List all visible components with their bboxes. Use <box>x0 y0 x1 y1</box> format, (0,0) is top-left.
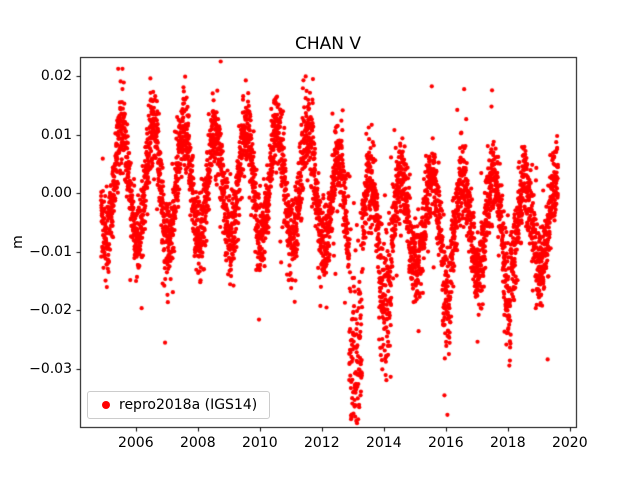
x-tick-label: 2010 <box>241 435 278 451</box>
x-tick-label: 2018 <box>489 435 526 451</box>
legend: repro2018a (IGS14) <box>87 391 271 419</box>
x-tick-label: 2006 <box>117 435 154 451</box>
y-tick-label: −0.03 <box>29 361 72 378</box>
legend-label: repro2018a (IGS14) <box>119 397 258 413</box>
y-tick-label: 0.02 <box>40 68 72 85</box>
x-tick-label: 2020 <box>551 435 588 451</box>
x-tick-label: 2014 <box>365 435 402 451</box>
y-tick-label: −0.01 <box>29 243 72 260</box>
legend-marker-dot-icon <box>102 401 110 409</box>
y-tick-label: −0.02 <box>29 302 72 319</box>
y-tick-label: 0.01 <box>40 126 72 143</box>
x-tick-label: 2008 <box>179 435 216 451</box>
x-tick-label: 2016 <box>427 435 464 451</box>
chart-title: CHAN V <box>294 34 362 54</box>
y-tick-label: 0.00 <box>40 185 72 202</box>
x-tick-label: 2012 <box>303 435 340 451</box>
